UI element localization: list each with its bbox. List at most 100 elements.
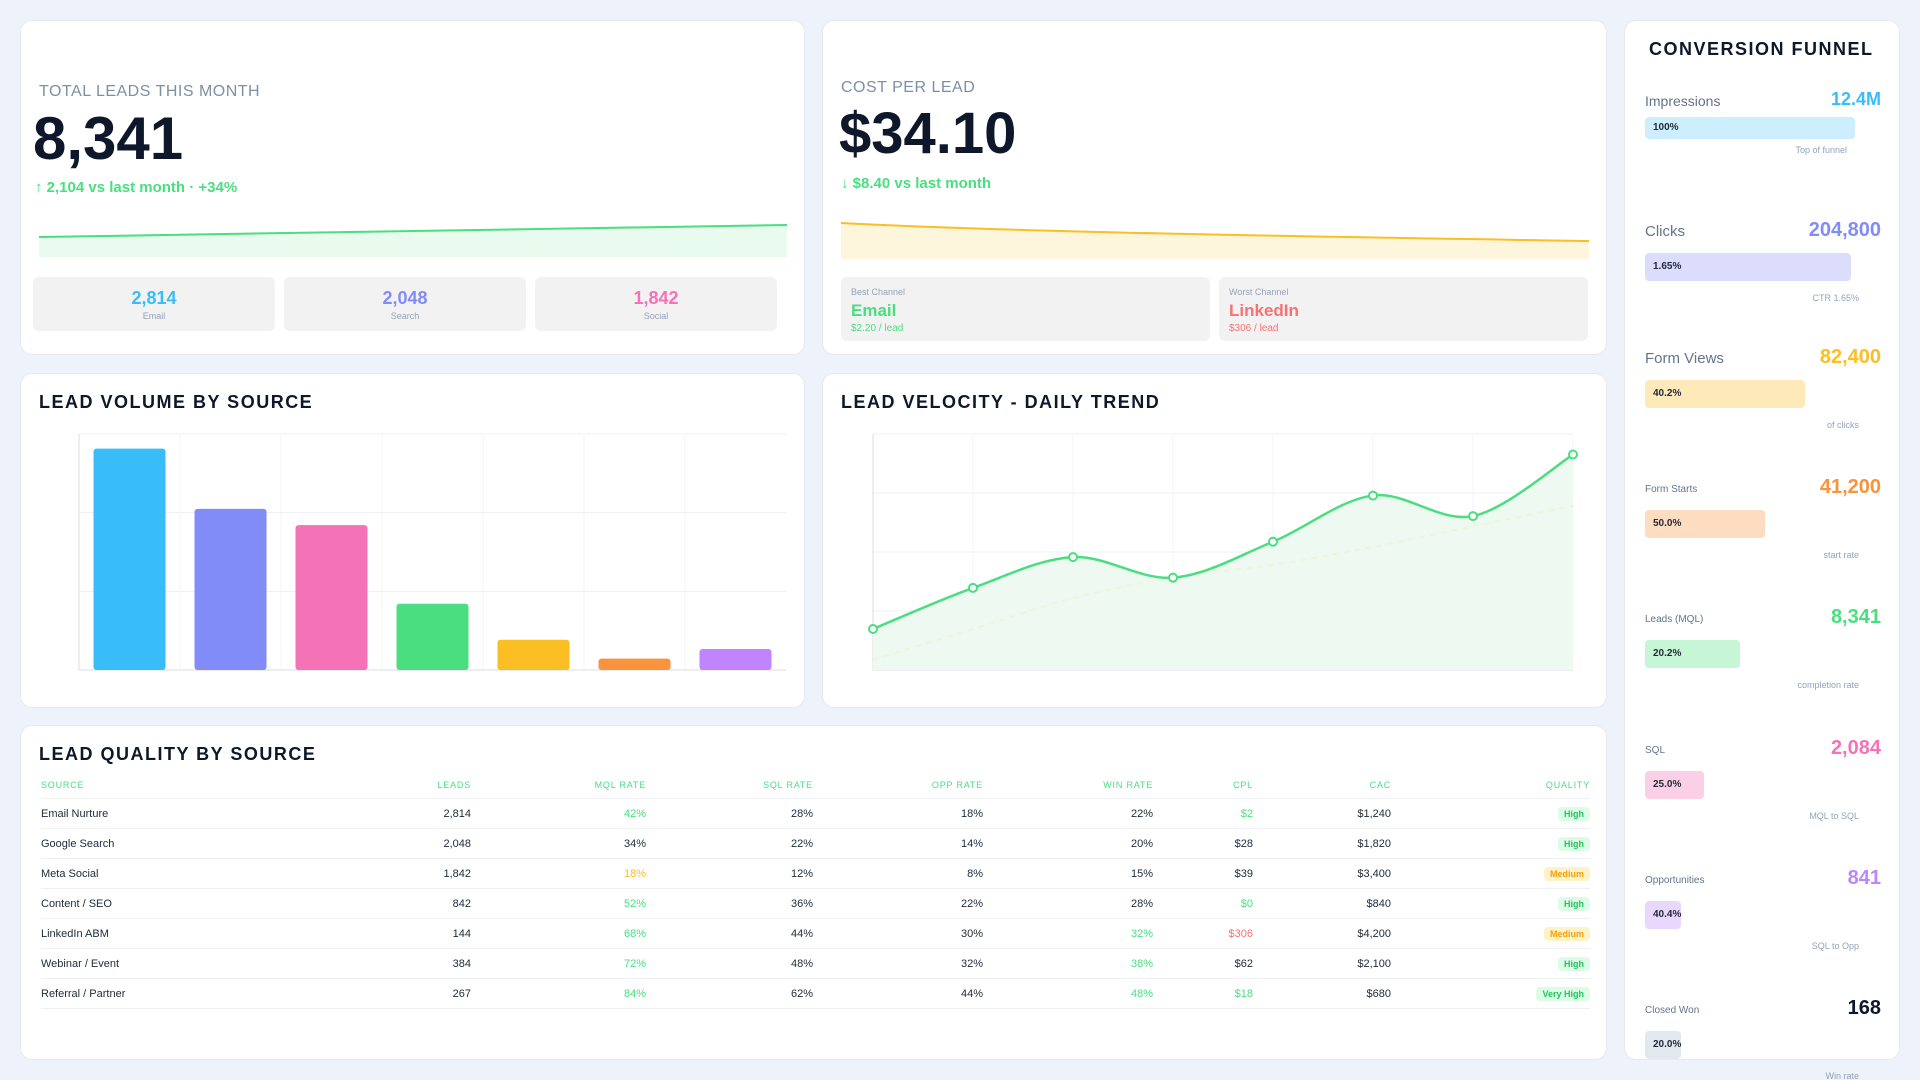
funnel-stage: Opportunities 841 40.4% SQL to Opp [1645, 859, 1881, 969]
data-point-8 [1568, 449, 1578, 460]
stat-search-label: Search [390, 311, 420, 321]
table-cell: 8% [813, 858, 983, 889]
table-row[interactable]: Referral / Partner 267 84% 62% 44% 48% $18 $680… [41, 978, 1590, 1009]
data-point-6 [1368, 490, 1378, 501]
funnel-stage: Impressions 12.4M 100% Top of funnel [1645, 81, 1881, 191]
column-header[interactable]: WIN RATE [983, 780, 1153, 799]
total-leads-sparkline [39, 224, 787, 257]
column-header[interactable]: SQL RATE [646, 780, 813, 799]
table-cell: 72% [471, 948, 646, 979]
worst-channel-sub: $306 / lead [1229, 323, 1279, 334]
lead-velocity-card: LEAD VELOCITY - DAILY TREND [822, 373, 1607, 708]
table-cell: 44% [646, 918, 813, 949]
cpl-value: $34.10 [839, 101, 1017, 166]
lead-volume-title: LEAD VOLUME BY SOURCE [39, 392, 314, 412]
table-row[interactable]: Meta Social 1,842 18% 12% 8% 15% $39 $3,400 Medi… [41, 858, 1590, 889]
stat-social-label: Social [643, 311, 669, 321]
bar-email-nurture [93, 448, 166, 670]
table-cell: 22% [813, 888, 983, 919]
table-cell: High [1391, 798, 1590, 829]
data-point-7 [1468, 511, 1478, 522]
table-cell: $18 [1153, 978, 1253, 1009]
lead-volume-card: LEAD VOLUME BY SOURCE [20, 373, 805, 708]
stat-email: 2,814 Email [33, 277, 275, 331]
funnel-stage-sub: MQL to SQL [1809, 811, 1859, 821]
table-cell: 2,048 [401, 828, 471, 859]
table-cell: 14% [813, 828, 983, 859]
table-cell: $306 [1153, 918, 1253, 949]
funnel-stage-value: 8,341 [1830, 606, 1881, 628]
stat-search: 2,048 Search [284, 277, 526, 331]
total-leads-change: ↑ 2,104 vs last month · +34% [35, 179, 238, 196]
funnel-stage-value: 204,800 [1808, 219, 1881, 241]
table-row[interactable]: LinkedIn ABM 144 68% 44% 30% 32% $306 $4,200 Med… [41, 918, 1590, 949]
table-cell: Google Search [41, 828, 401, 859]
stat-email-label: Email [142, 311, 166, 321]
total-leads-card: TOTAL LEADS THIS MONTH 8,341 ↑ 2,104 vs … [20, 20, 805, 355]
bar-referral-partner [598, 658, 671, 670]
column-header[interactable]: QUALITY [1391, 780, 1590, 799]
table-row[interactable]: Email Nurture 2,814 42% 28% 18% 22% $2 $1,240 Hi… [41, 798, 1590, 829]
table-cell: Email Nurture [41, 798, 401, 829]
worst-channel: Worst Channel LinkedIn $306 / lead [1219, 277, 1588, 341]
table-cell: $2,100 [1253, 948, 1391, 979]
funnel-stage-sub: Win rate [1825, 1071, 1859, 1080]
table-cell: 20% [983, 828, 1153, 859]
funnel-stage: Closed Won 168 20.0% Win rate [1645, 989, 1881, 1080]
quality-badge: Medium [1543, 866, 1590, 881]
table-cell: 52% [471, 888, 646, 919]
table-cell: $28 [1153, 828, 1253, 859]
table-cell: 32% [983, 918, 1153, 949]
quality-badge: High [1558, 836, 1590, 851]
table-cell: 30% [813, 918, 983, 949]
column-header[interactable]: CAC [1253, 780, 1391, 799]
funnel-stage-sub: SQL to Opp [1811, 941, 1859, 951]
cpl-sparkline [841, 222, 1589, 259]
funnel-stage: Form Starts 41,200 50.0% start rate [1645, 468, 1881, 578]
column-header[interactable]: LEADS [401, 780, 471, 799]
column-header[interactable]: MQL RATE [471, 780, 646, 799]
lead-velocity-title: LEAD VELOCITY - DAILY TREND [841, 392, 1161, 412]
table-cell: 144 [401, 918, 471, 949]
table-cell: High [1391, 948, 1590, 979]
funnel-stage-bar: 20.2% [1645, 640, 1740, 668]
table-cell: $39 [1153, 858, 1253, 889]
table-cell: Medium [1391, 918, 1590, 949]
table-cell: 2,814 [401, 798, 471, 829]
lead-quality-card: LEAD QUALITY BY SOURCE SOURCE LEADS MQL RA… [20, 725, 1607, 1060]
table-cell: 15% [983, 858, 1153, 889]
cpl-change: ↓ $8.40 vs last month [841, 175, 992, 192]
funnel-stage: Leads (MQL) 8,341 20.2% completion rate [1645, 598, 1881, 708]
column-header[interactable]: OPP RATE [813, 780, 983, 799]
table-cell: $840 [1253, 888, 1391, 919]
table-cell: $0 [1153, 888, 1253, 919]
cost-per-lead-card: COST PER LEAD $34.10 ↓ $8.40 vs last mon… [822, 20, 1607, 355]
column-header[interactable]: CPL [1153, 780, 1253, 799]
funnel-stage-label: Opportunities [1645, 875, 1705, 886]
funnel-stage-sub: start rate [1823, 550, 1859, 560]
table-cell: 42% [471, 798, 646, 829]
funnel-stage-sub: CTR 1.65% [1812, 293, 1859, 303]
table-row[interactable]: Google Search 2,048 34% 22% 14% 20% $28 $1,820 H… [41, 828, 1590, 859]
stat-social-value: 1,842 [633, 288, 679, 308]
data-point-5 [1268, 536, 1278, 547]
table-row[interactable]: Content / SEO 842 52% 36% 22% 28% $0 $840 High [41, 888, 1590, 919]
best-channel-sub: $2.20 / lead [851, 323, 904, 334]
table-cell: Content / SEO [41, 888, 401, 919]
funnel-stage-value: 2,084 [1830, 737, 1881, 759]
funnel-stage-value: 168 [1847, 997, 1881, 1019]
funnel-stage-sub: of clicks [1826, 420, 1859, 430]
funnel-stage: Clicks 204,800 1.65% CTR 1.65% [1645, 211, 1881, 321]
stat-social: 1,842 Social [535, 277, 777, 331]
funnel-stage-sub: completion rate [1797, 680, 1859, 690]
series-area [873, 454, 1573, 670]
table-cell: $62 [1153, 948, 1253, 979]
table-header-row: SOURCE LEADS MQL RATE SQL RATE OPP RATE WIN R… [41, 780, 1590, 799]
table-row[interactable]: Webinar / Event 384 72% 48% 32% 38% $62 $2,100 H… [41, 948, 1590, 979]
funnel-stage: Form Views 82,400 40.2% of clicks [1645, 338, 1881, 448]
funnel-stage-value: 82,400 [1819, 346, 1881, 368]
column-header[interactable]: SOURCE [41, 780, 401, 799]
worst-channel-label: Worst Channel [1229, 287, 1289, 297]
funnel-stage-label: Impressions [1645, 93, 1721, 109]
quality-badge: Medium [1543, 926, 1590, 941]
